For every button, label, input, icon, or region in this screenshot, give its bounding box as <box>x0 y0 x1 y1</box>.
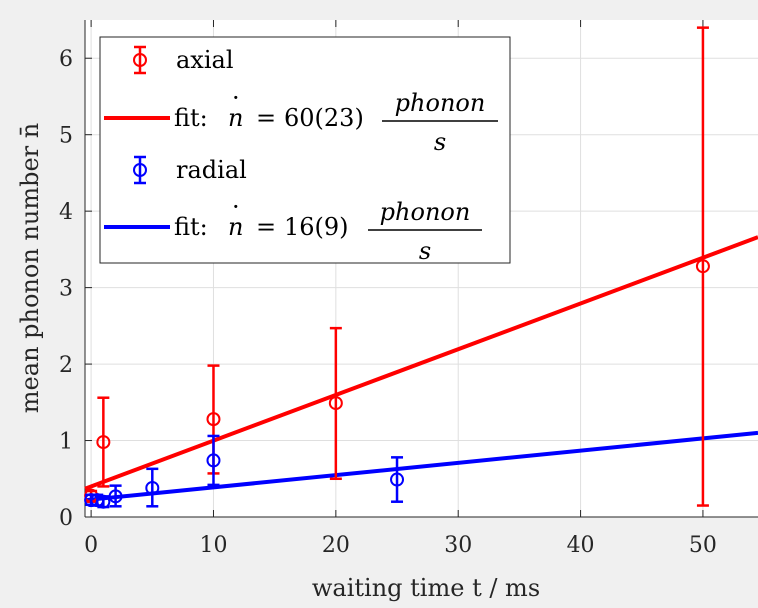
legend-radial-fit-denominator: s <box>419 237 431 265</box>
legend-radial-fit-coefficient: 16(9) <box>284 213 349 241</box>
y-tick-label-5: 5 <box>59 124 73 149</box>
legend-axial-fit-coefficient: 60(23) <box>284 104 364 132</box>
legend-radial-marker <box>133 163 147 177</box>
legend-entry-radial-fit: fit: n · = 16(9) phonon s <box>104 193 482 265</box>
legend-axial-fit-equals: = <box>256 104 276 132</box>
legend-radial-label: radial <box>176 156 247 184</box>
y-tick-label-6: 6 <box>59 47 73 72</box>
x-tick-label-50: 50 <box>689 533 717 558</box>
axes: 0 10 20 30 40 50 0 1 2 3 4 5 6 <box>59 20 758 558</box>
x-tick-label-20: 20 <box>322 533 350 558</box>
x-tick-label-0: 0 <box>84 533 98 558</box>
y-tick-label-1: 1 <box>59 430 73 455</box>
x-tick-label-40: 40 <box>567 533 595 558</box>
fit-lines <box>84 235 758 503</box>
fit-line-3 <box>84 430 758 503</box>
axial-point-3 <box>328 396 343 411</box>
radial-point-3 <box>108 489 123 504</box>
legend-radial-fit-nbar: n <box>228 213 243 241</box>
legend-axial-marker <box>133 53 147 67</box>
fit-line-1 <box>84 235 758 491</box>
radial-point-6 <box>390 472 405 487</box>
legend-axial-fit-prefix: fit: <box>174 104 208 132</box>
legend-entry-radial: radial <box>133 155 247 185</box>
legend-radial-fit-prefix: fit: <box>174 213 208 241</box>
legend-axial-fit-numerator: phonon <box>395 89 486 117</box>
axial-point-2 <box>206 412 221 427</box>
radial-point-5 <box>206 453 221 468</box>
legend-axial-fit-dot: · <box>232 84 240 112</box>
legend-axial-label: axial <box>176 46 234 74</box>
y-tick-label-3: 3 <box>59 277 73 302</box>
axial-point-1 <box>96 435 111 450</box>
y-axis-label: mean phonon number n̄ <box>16 123 44 413</box>
legend-axial-fit-denominator: s <box>434 128 446 156</box>
legend-entry-axial: axial <box>133 45 234 75</box>
radial-point-4 <box>145 480 160 495</box>
y-tick-label-4: 4 <box>59 200 73 225</box>
legend-axial-fit-nbar: n <box>228 104 243 132</box>
legend-radial-fit-dot: · <box>232 193 240 221</box>
x-tick-label-10: 10 <box>199 533 227 558</box>
x-axis-label: waiting time t / ms <box>312 574 540 602</box>
axial-point-4 <box>695 259 710 274</box>
x-tick-label-30: 30 <box>444 533 472 558</box>
legend: axial fit: n · = 60(23) phonon s radial … <box>99 36 511 265</box>
y-tick-label-2: 2 <box>59 353 73 378</box>
data-points <box>84 26 710 509</box>
y-tick-label-0: 0 <box>59 506 73 531</box>
radial-point-2 <box>96 494 111 509</box>
legend-radial-fit-equals: = <box>256 213 276 241</box>
legend-radial-fit-numerator: phonon <box>380 198 471 226</box>
legend-entry-axial-fit: fit: n · = 60(23) phonon s <box>104 84 498 156</box>
